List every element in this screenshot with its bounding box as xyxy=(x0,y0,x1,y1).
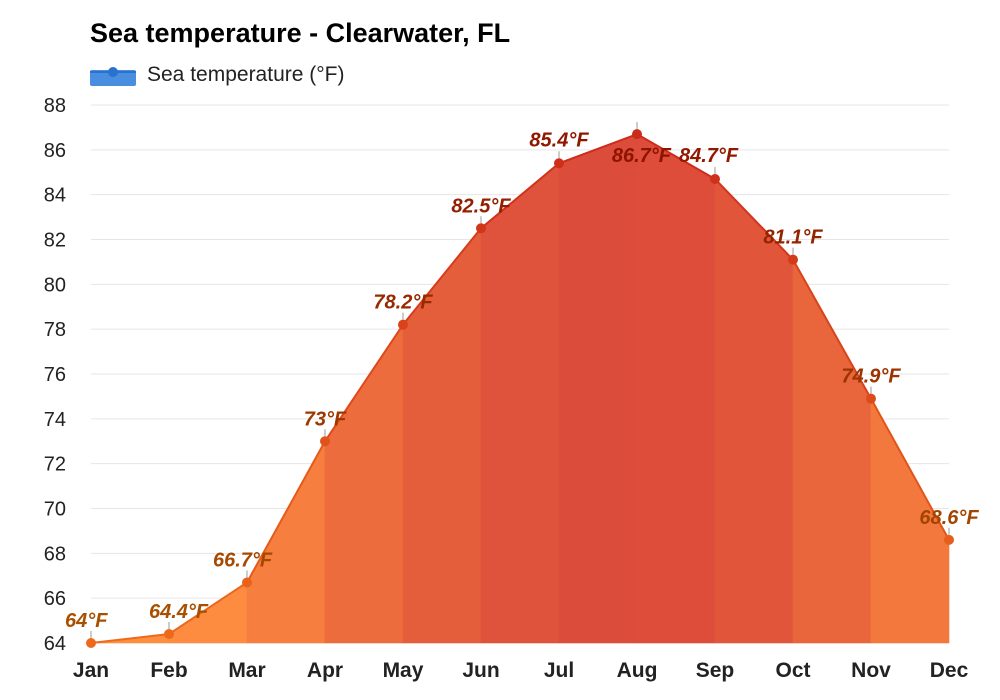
line-segment xyxy=(246,440,326,583)
y-tick-label: 82 xyxy=(44,230,66,252)
area-band xyxy=(324,323,404,644)
x-tick-label: Aug xyxy=(617,659,658,682)
area-bands xyxy=(90,133,950,644)
data-point[interactable] xyxy=(944,534,954,545)
x-tick-label: Nov xyxy=(851,659,891,682)
x-tick-label: Dec xyxy=(930,659,969,682)
chart-title: Sea temperature - Clearwater, FL xyxy=(90,18,510,48)
data-point[interactable] xyxy=(242,577,252,588)
line-segment xyxy=(402,227,482,326)
area-band xyxy=(558,133,638,644)
legend-marker xyxy=(108,67,118,77)
area-band xyxy=(792,258,872,644)
data-label: 64°F xyxy=(65,610,108,632)
line-segment xyxy=(714,178,794,261)
line-segment xyxy=(168,581,248,635)
y-axis-ticks: 64 66 68 70 72 74 76 78 80 82 84 86 88 xyxy=(44,95,66,655)
y-tick-label: 68 xyxy=(44,543,66,565)
y-tick-label: 74 xyxy=(44,409,66,431)
line-segment xyxy=(792,259,872,400)
line-segment xyxy=(324,324,404,442)
y-tick-label: 80 xyxy=(44,274,66,296)
x-tick-label: May xyxy=(383,659,424,682)
data-labels: 64°F 64.4°F 66.7°F 73°F 78.2°F 82.5°F 85.4°F 86… xyxy=(65,129,979,632)
x-tick-label: Jan xyxy=(73,659,109,682)
data-label: 66.7°F xyxy=(213,549,273,571)
y-tick-label: 70 xyxy=(44,499,66,521)
data-label: 68.6°F xyxy=(919,507,979,529)
y-tick-label: 76 xyxy=(44,364,66,386)
data-label: 64.4°F xyxy=(149,601,209,623)
legend-swatch xyxy=(90,70,136,86)
data-point[interactable] xyxy=(554,158,564,169)
x-tick-label: Sep xyxy=(696,659,735,682)
data-label: 73°F xyxy=(304,408,347,430)
x-tick-label: Jul xyxy=(544,659,574,682)
data-label: 84.7°F xyxy=(679,145,739,167)
legend-label: Sea temperature (°F) xyxy=(147,63,344,86)
data-points xyxy=(86,122,954,648)
data-label: 85.4°F xyxy=(529,129,589,151)
line-segment xyxy=(558,133,638,165)
x-tick-label: Jun xyxy=(462,659,499,682)
x-axis-ticks: Jan Feb Mar Apr May Jun Jul Aug Sep Oct Nov Dec xyxy=(73,659,969,682)
data-point[interactable] xyxy=(398,319,408,330)
x-tick-label: Oct xyxy=(775,659,810,682)
data-label: 81.1°F xyxy=(763,227,823,249)
y-tick-label: 88 xyxy=(44,95,66,117)
data-point[interactable] xyxy=(866,393,876,404)
area-band xyxy=(480,162,560,644)
y-tick-label: 86 xyxy=(44,140,66,162)
series-line xyxy=(90,133,950,644)
y-tick-label: 78 xyxy=(44,319,66,341)
data-point[interactable] xyxy=(632,129,642,140)
area-band xyxy=(402,227,482,644)
data-point[interactable] xyxy=(710,173,720,184)
area-band xyxy=(246,441,326,644)
line-segment xyxy=(636,133,716,180)
legend[interactable]: Sea temperature (°F) xyxy=(90,63,344,86)
line-segment xyxy=(90,633,170,644)
y-tick-label: 64 xyxy=(44,633,66,655)
data-point[interactable] xyxy=(320,436,330,447)
area-band xyxy=(636,133,716,644)
line-segment xyxy=(870,398,950,541)
y-tick-label: 72 xyxy=(44,454,66,476)
data-label: 78.2°F xyxy=(373,292,433,314)
y-tick-label: 66 xyxy=(44,588,66,610)
data-point[interactable] xyxy=(788,254,798,265)
line-segment xyxy=(480,162,560,230)
y-tick-label: 84 xyxy=(44,185,66,207)
data-point[interactable] xyxy=(86,638,96,648)
data-label: 74.9°F xyxy=(841,366,901,388)
data-label: 86.7°F xyxy=(612,145,672,167)
data-point[interactable] xyxy=(164,629,174,640)
data-point[interactable] xyxy=(476,223,486,234)
data-label: 82.5°F xyxy=(451,195,511,217)
x-tick-label: Feb xyxy=(150,659,187,682)
x-tick-label: Apr xyxy=(307,659,343,682)
x-tick-label: Mar xyxy=(228,659,265,682)
